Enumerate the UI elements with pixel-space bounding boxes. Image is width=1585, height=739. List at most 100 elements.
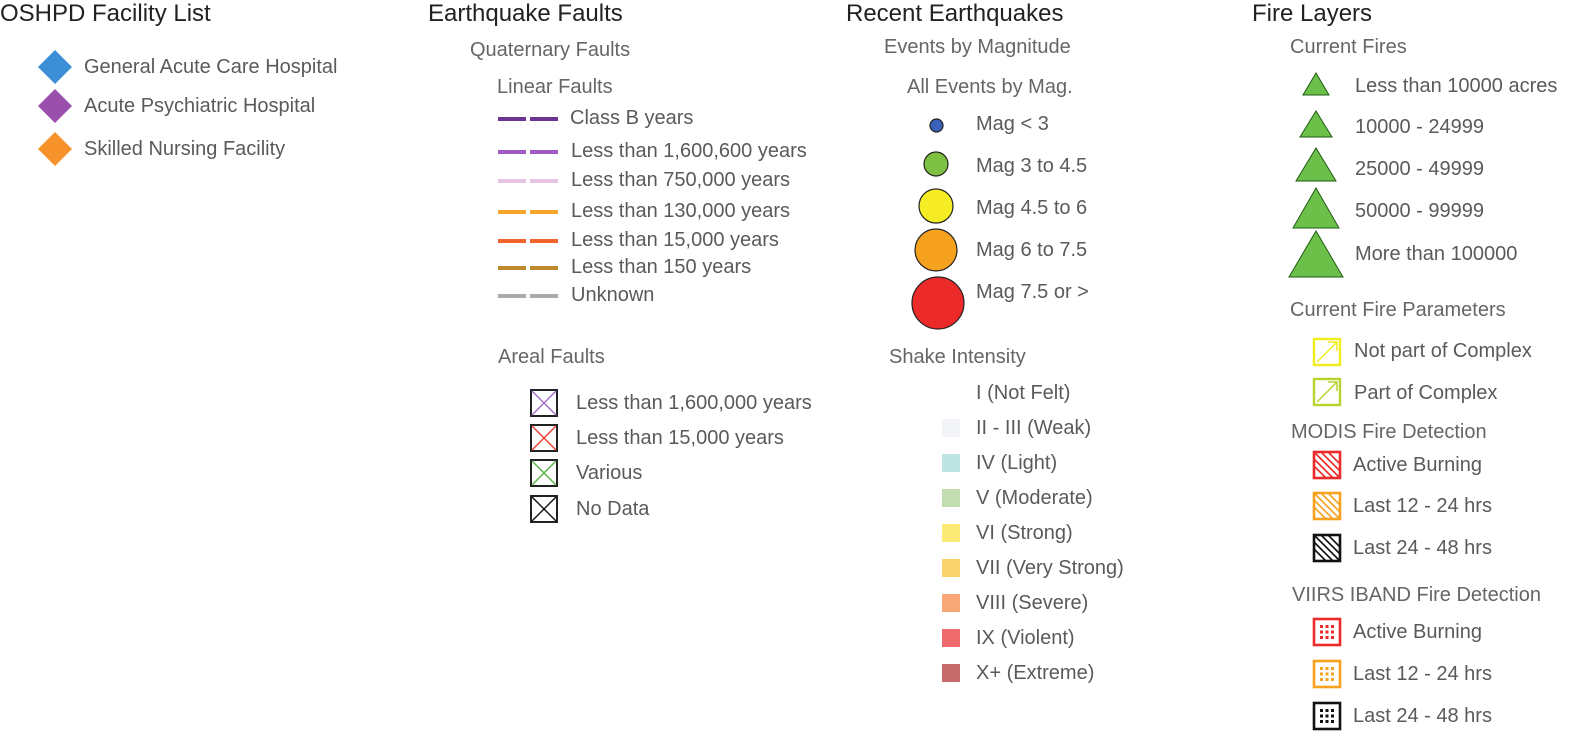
fire-param-label: Part of Complex bbox=[1354, 382, 1498, 404]
shake-swatch bbox=[942, 629, 960, 647]
shake-label: IV (Light) bbox=[976, 452, 1058, 474]
viirs-label: Active Burning bbox=[1353, 621, 1482, 643]
shake-swatch bbox=[942, 594, 960, 612]
areal-fault-label: Less than 1,600,000 years bbox=[576, 392, 812, 414]
dotted-box bbox=[1312, 659, 1342, 689]
circle-icon bbox=[923, 151, 949, 177]
dashed-line-icon bbox=[498, 209, 560, 215]
crosshatch-box bbox=[530, 459, 558, 487]
shake-label: IX (Violent) bbox=[976, 627, 1075, 649]
triangle-icon bbox=[1302, 72, 1330, 96]
magnitude-label: Mag 3 to 4.5 bbox=[976, 155, 1088, 177]
current-fire-label: 10000 - 24999 bbox=[1355, 116, 1485, 138]
areal-faults-heading: Areal Faults bbox=[498, 346, 605, 368]
triangle-icon bbox=[1288, 230, 1344, 278]
shake-swatch bbox=[942, 559, 960, 577]
dashed-line-icon bbox=[498, 293, 560, 299]
crosshatch-box bbox=[530, 495, 558, 523]
complex-box bbox=[1312, 337, 1342, 367]
areal-fault-label: No Data bbox=[576, 498, 650, 520]
current-fire-label: 50000 - 99999 bbox=[1355, 200, 1485, 222]
dotted-box-icon bbox=[1312, 701, 1342, 731]
linear-fault-label: Less than 15,000 years bbox=[571, 229, 779, 251]
fire-title: Fire Layers bbox=[1252, 0, 1373, 27]
diamond-shape bbox=[38, 50, 72, 84]
areal-fault-label: Less than 15,000 years bbox=[576, 427, 784, 449]
shake-label: V (Moderate) bbox=[976, 487, 1093, 509]
circle-icon bbox=[914, 228, 958, 272]
dotted-box bbox=[1312, 617, 1342, 647]
dotted-box bbox=[1312, 701, 1342, 731]
shake-label: I (Not Felt) bbox=[976, 382, 1071, 404]
all-events-heading: All Events by Mag. bbox=[907, 76, 1073, 98]
fire-parameters-heading: Current Fire Parameters bbox=[1290, 299, 1506, 321]
modis-heading: MODIS Fire Detection bbox=[1291, 421, 1487, 443]
diamond-shape bbox=[38, 89, 72, 123]
fire-triangle bbox=[1295, 147, 1337, 182]
magnitude-circle bbox=[911, 276, 965, 330]
shake-swatch bbox=[942, 664, 960, 682]
complex-box bbox=[1312, 377, 1342, 407]
magnitude-label: Mag 6 to 7.5 bbox=[976, 239, 1088, 261]
dashed-line-icon bbox=[498, 238, 560, 244]
complex-box-icon bbox=[1312, 377, 1342, 407]
shake-intensity-heading: Shake Intensity bbox=[889, 346, 1026, 368]
diamond-icon bbox=[38, 89, 72, 123]
crosshatch-box bbox=[530, 424, 558, 452]
oshpd-item-label: General Acute Care Hospital bbox=[84, 56, 338, 78]
dotted-box-icon bbox=[1312, 617, 1342, 647]
dashed-line-icon bbox=[498, 116, 560, 122]
oshpd-item-label: Acute Psychiatric Hospital bbox=[84, 95, 316, 117]
linear-fault-label: Less than 750,000 years bbox=[571, 169, 791, 191]
oshpd-title: OSHPD Facility List bbox=[0, 0, 211, 27]
modis-label: Last 12 - 24 hrs bbox=[1353, 495, 1492, 517]
shake-swatch bbox=[942, 419, 960, 437]
crosshatch-box bbox=[530, 389, 558, 417]
magnitude-label: Mag < 3 bbox=[976, 113, 1049, 135]
crosshatch-box-icon bbox=[530, 389, 558, 417]
linear-fault-label: Less than 150 years bbox=[571, 256, 752, 278]
quaternary-faults-heading: Quaternary Faults bbox=[470, 39, 631, 61]
magnitude-circle bbox=[918, 188, 954, 224]
shake-swatch bbox=[942, 454, 960, 472]
fire-triangle bbox=[1288, 230, 1344, 278]
magnitude-circle bbox=[923, 151, 949, 177]
viirs-heading: VIIRS IBAND Fire Detection bbox=[1292, 584, 1541, 606]
crosshatch-box-icon bbox=[530, 495, 558, 523]
diamond-shape bbox=[38, 132, 72, 166]
linear-fault-label: Less than 1,600,600 years bbox=[571, 140, 807, 162]
triangle-icon bbox=[1295, 147, 1337, 182]
magnitude-circle bbox=[914, 228, 958, 272]
hatched-box-icon bbox=[1312, 491, 1342, 521]
complex-box-icon bbox=[1312, 337, 1342, 367]
oshpd-item-label: Skilled Nursing Facility bbox=[84, 138, 286, 160]
hatched-box-icon bbox=[1312, 450, 1342, 480]
triangle-icon bbox=[1292, 186, 1340, 229]
areal-fault-label: Various bbox=[576, 462, 643, 484]
shake-label: X+ (Extreme) bbox=[976, 662, 1095, 684]
viirs-label: Last 24 - 48 hrs bbox=[1353, 705, 1492, 727]
diamond-icon bbox=[38, 132, 72, 166]
linear-fault-label: Class B years bbox=[570, 107, 694, 129]
dotted-box-icon bbox=[1312, 659, 1342, 689]
shake-swatch bbox=[942, 524, 960, 542]
triangle-icon bbox=[1299, 110, 1333, 138]
shake-swatch bbox=[942, 489, 960, 507]
dashed-line-icon bbox=[498, 149, 560, 155]
quakes-title: Recent Earthquakes bbox=[846, 0, 1064, 27]
linear-fault-label: Unknown bbox=[571, 284, 655, 306]
current-fire-label: More than 100000 bbox=[1355, 243, 1518, 265]
fire-param-label: Not part of Complex bbox=[1354, 340, 1532, 362]
shake-label: VIII (Severe) bbox=[976, 592, 1089, 614]
linear-fault-label: Less than 130,000 years bbox=[571, 200, 791, 222]
shake-label: II - III (Weak) bbox=[976, 417, 1092, 439]
dashed-line-icon bbox=[498, 178, 560, 184]
faults-title: Earthquake Faults bbox=[428, 0, 623, 27]
circle-icon bbox=[929, 118, 944, 133]
hatched-box bbox=[1312, 450, 1342, 480]
fire-triangle bbox=[1292, 186, 1340, 229]
current-fire-label: Less than 10000 acres bbox=[1355, 75, 1558, 97]
shake-label: VI (Strong) bbox=[976, 522, 1073, 544]
current-fires-heading: Current Fires bbox=[1290, 36, 1407, 58]
diamond-icon bbox=[38, 50, 72, 84]
